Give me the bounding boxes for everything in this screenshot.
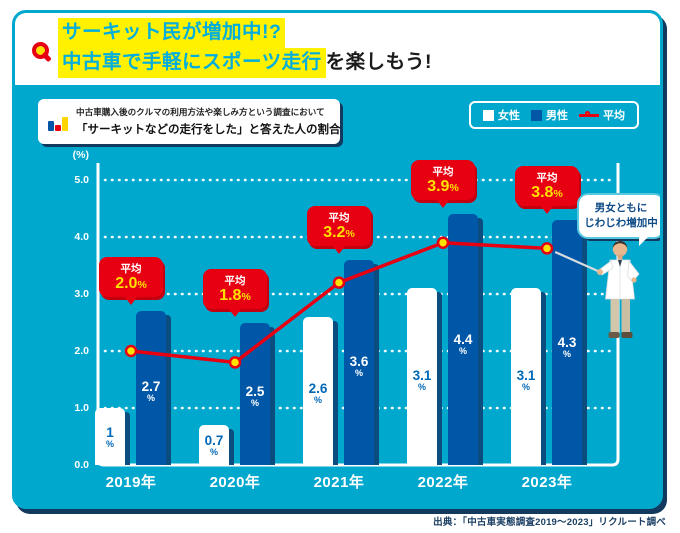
title-line1: サーキット民が増加中!? <box>58 18 286 48</box>
card: サーキット民が増加中!? 中古車で手軽にスポーツ走行 を楽しもう! 中古車購入後の… <box>12 10 663 509</box>
bar-male-2021年: 3.6% <box>344 259 374 465</box>
y-tick-label: 3.0 <box>74 288 89 300</box>
x-tick-label: 2021年 <box>313 474 365 491</box>
callout-value: 3.8% <box>531 183 563 201</box>
callout-value: 2.0% <box>115 275 147 293</box>
bar-male-2019年: 2.7% <box>136 311 166 465</box>
chart-area: 中古車購入後のクルマの利用方法や楽しみ方という調査において 「サーキットなどの走… <box>15 85 660 491</box>
annotation-bubble: 男女ともに じわじわ増加中 <box>579 195 660 246</box>
callout-value: 3.9% <box>427 178 459 196</box>
source-note: 出典：「中古車実態調査2019～2023」リクルート調べ <box>433 517 666 528</box>
legend-average-label: 平均 <box>603 110 625 122</box>
y-tick-label: 1.0 <box>74 402 89 414</box>
title-line2-rest: を楽しもう! <box>325 50 433 73</box>
bar-female-value-2020年: 0.7% <box>204 433 224 458</box>
callout-value: 3.2% <box>323 223 355 241</box>
legend: 女性 男性 平均 <box>469 101 639 129</box>
average-line-icon <box>579 111 599 120</box>
y-axis-unit: (%) <box>72 149 89 161</box>
bar-female-shadow-2019年 <box>125 412 130 465</box>
callout-label: 平均 <box>120 263 142 276</box>
average-callout-2022年: 平均 3.9% <box>411 160 475 209</box>
plot: (%) 5.0 4.0 3.0 2.0 1.0 0.0 1% 2.7% 2019年 0.7% 2.5%… <box>15 85 660 503</box>
pointer-stick <box>554 251 602 274</box>
x-tick-label: 2019年 <box>105 474 157 491</box>
average-callout-2023年: 平均 3.8% <box>515 165 579 214</box>
subtitle-line1: 中古車購入後のクルマの利用方法や楽しみ方という調査において <box>76 107 325 117</box>
bar-male-value-2021年: 3.6% <box>349 353 369 378</box>
male-swatch-icon <box>531 109 542 121</box>
bar-male-shadow-2023年 <box>582 223 587 465</box>
bar-female-value-2019年: 1% <box>105 424 115 450</box>
bar-male-value-2023年: 4.3% <box>557 334 577 359</box>
bar-male-value-2019年: 2.7% <box>141 378 161 403</box>
callout-label: 平均 <box>224 274 246 287</box>
subtitle-line2: 「サーキットなどの走行をした」と答えた人の割合 <box>76 124 341 136</box>
bar-male-value-2020年: 2.5% <box>245 383 265 408</box>
x-tick-label: 2022年 <box>417 474 469 491</box>
average-callout-2019年: 平均 2.0% <box>99 257 163 306</box>
callout-label: 平均 <box>432 166 454 179</box>
bar-female-value-2021年: 2.6% <box>308 381 328 406</box>
average-dot <box>124 344 138 358</box>
callout-label: 平均 <box>328 211 350 224</box>
legend-item-male: 男性 <box>531 107 568 123</box>
bar-male-shadow-2021年 <box>374 263 379 465</box>
legend-item-female: 女性 <box>483 107 520 123</box>
callout-label: 平均 <box>536 171 558 184</box>
bar-female-shadow-2023年 <box>541 292 546 465</box>
y-tick-label: 0.0 <box>74 459 89 471</box>
card-header: サーキット民が増加中!? 中古車で手軽にスポーツ走行 を楽しもう! <box>15 13 660 85</box>
y-tick-label: 4.0 <box>74 231 89 243</box>
bar-female-shadow-2020年 <box>229 429 234 465</box>
x-tick-label: 2023年 <box>521 474 573 491</box>
bar-female-value-2022年: 3.1% <box>412 367 432 392</box>
bar-female-2020年: 0.7% <box>199 425 229 465</box>
presenter-person <box>597 241 640 338</box>
female-swatch-icon <box>483 109 494 121</box>
bar-female-value-2023年: 3.1% <box>516 367 536 392</box>
average-dot <box>436 236 450 249</box>
average-dot <box>540 242 554 255</box>
average-line-layer <box>124 236 602 369</box>
legend-item-average: 平均 <box>579 107 625 123</box>
bar-female-2022年: 3.1% <box>407 288 437 465</box>
legend-female-label: 女性 <box>498 110 520 122</box>
average-dot <box>228 356 242 369</box>
bar-female-2021年: 2.6% <box>303 316 333 465</box>
magnifier-q-icon <box>32 42 49 59</box>
page-title: サーキット民が増加中!? 中古車で手軽にスポーツ走行 を楽しもう! <box>58 18 432 78</box>
annotation-line1: 男女ともに <box>594 201 648 214</box>
bar-male-shadow-2020年 <box>270 326 275 465</box>
average-line <box>130 240 548 365</box>
chart-subtitle-box: 中古車購入後のクルマの利用方法や楽しみ方という調査において 「サーキットなどの走… <box>38 99 341 144</box>
average-callout-2020年: 平均 1.8% <box>203 268 267 317</box>
title-line2-highlight: 中古車で手軽にスポーツ走行 <box>58 47 326 78</box>
bar-female-shadow-2022年 <box>437 292 442 465</box>
bar-male-shadow-2019年 <box>166 315 171 465</box>
bar-male-shadow-2022年 <box>478 218 483 465</box>
y-tick-label: 5.0 <box>74 174 89 186</box>
bar-male-2022年: 4.4% <box>448 214 478 465</box>
average-dot <box>332 276 346 289</box>
legend-male-label: 男性 <box>546 110 568 122</box>
annotation-line2: じわじわ増加中 <box>584 217 658 229</box>
x-tick-label: 2020年 <box>209 474 261 491</box>
average-callout-2021年: 平均 3.2% <box>307 205 371 254</box>
bar-female-2023年: 3.1% <box>511 288 541 465</box>
callout-value: 1.8% <box>219 286 251 304</box>
bar-male-value-2022年: 4.4% <box>453 331 473 356</box>
bar-female-2019年: 1% <box>95 408 125 465</box>
y-tick-label: 2.0 <box>74 345 89 357</box>
bar-female-shadow-2021年 <box>333 320 338 465</box>
bar-chart-icon <box>48 111 70 131</box>
